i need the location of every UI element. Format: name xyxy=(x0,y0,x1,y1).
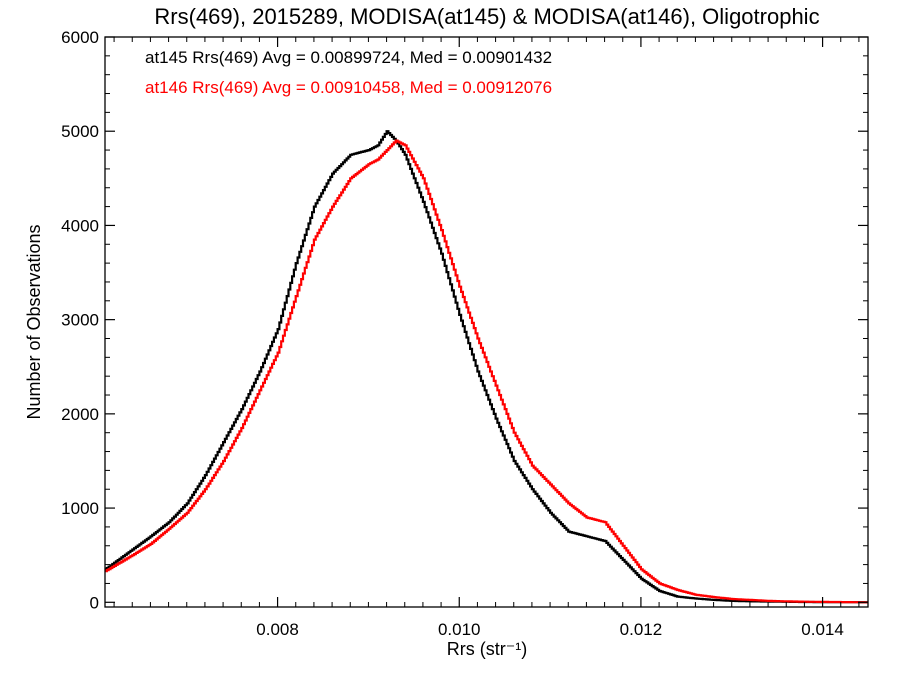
chart-title: Rrs(469), 2015289, MODISA(at145) & MODIS… xyxy=(154,4,819,29)
x-axis-label: Rrs (str⁻¹) xyxy=(447,639,527,659)
x-tick-label: 0.010 xyxy=(438,620,481,639)
y-tick-label: 0 xyxy=(90,593,99,612)
y-tick-label: 3000 xyxy=(61,311,99,330)
y-tick-label: 5000 xyxy=(61,122,99,141)
legend-entry-at146: at146 Rrs(469) Avg = 0.00910458, Med = 0… xyxy=(145,78,552,97)
tick-layer: 0.008 0.010 0.012 0.014 0 1000 2000 3000 4000 500… xyxy=(61,28,868,639)
x-tick-label: 0.014 xyxy=(801,620,844,639)
plot-frame xyxy=(104,36,869,608)
legend-entry-at145: at145 Rrs(469) Avg = 0.00899724, Med = 0… xyxy=(145,48,552,67)
x-tick-label: 0.008 xyxy=(256,620,299,639)
y-tick-label: 2000 xyxy=(61,405,99,424)
y-tick-label: 1000 xyxy=(61,499,99,518)
x-tick-label: 0.012 xyxy=(620,620,663,639)
series-layer xyxy=(105,130,868,604)
series-line-at145 xyxy=(105,130,868,604)
y-axis-label: Number of Observations xyxy=(24,224,44,419)
y-tick-label: 6000 xyxy=(61,28,99,47)
y-tick-label: 4000 xyxy=(61,216,99,235)
series-line-at146 xyxy=(105,139,868,604)
